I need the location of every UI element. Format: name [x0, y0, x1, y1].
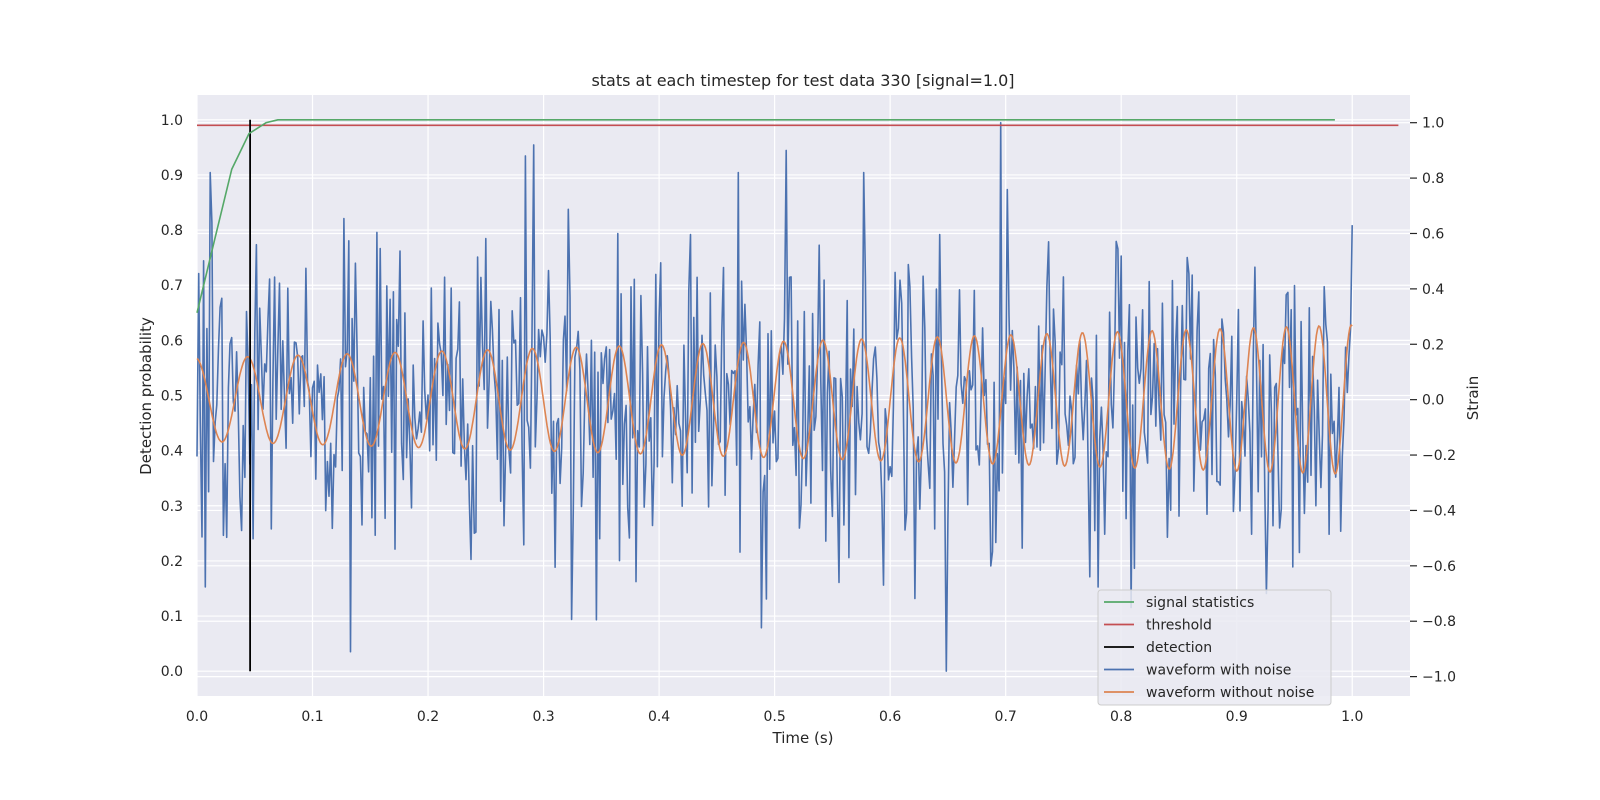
- x-tick-label: 0.0: [186, 709, 208, 725]
- y2-tick-label: −1.0: [1422, 670, 1456, 686]
- y-tick-label: 1.0: [161, 113, 183, 129]
- y2-tick-label: 0.2: [1422, 337, 1444, 353]
- x-tick-label: 0.8: [1110, 709, 1132, 725]
- waveform-with-noise-line: [196, 121, 1353, 672]
- y2-tick-label: 0.6: [1422, 226, 1444, 242]
- y-tick-label: 0.5: [161, 389, 183, 405]
- legend-label: signal statistics: [1146, 595, 1254, 611]
- x-tick-label: 0.6: [879, 709, 901, 725]
- y-axis-ticks: 0.0 0.1 0.2 0.3 0.4 0.5 0.6 0.7 0.8 0.9 1.0: [161, 113, 183, 680]
- y2-tick-label: −0.4: [1422, 503, 1456, 519]
- y2-tick-label: 1.0: [1422, 116, 1444, 132]
- y-tick-label: 0.4: [161, 444, 183, 460]
- y-axis-label: Detection probability: [137, 317, 155, 475]
- y-tick-label: 0.8: [161, 223, 183, 239]
- waveform-without-noise-line: [196, 324, 1353, 475]
- x-tick-label: 1.0: [1341, 709, 1363, 725]
- legend-label: detection: [1146, 640, 1212, 656]
- y2-axis-label: Strain: [1464, 376, 1482, 420]
- legend: signal statistics threshold detection wavef…: [1097, 589, 1332, 706]
- y-tick-label: 0.3: [161, 499, 183, 515]
- y2-tick-label: 0.8: [1422, 171, 1444, 187]
- y2-tick-label: 0.0: [1422, 393, 1444, 409]
- chart-title: stats at each timestep for test data 330…: [591, 71, 1014, 90]
- y-tick-label: 0.6: [161, 333, 183, 349]
- y2-tick-label: −0.8: [1422, 614, 1456, 630]
- y-tick-label: 0.2: [161, 554, 183, 570]
- x-tick-label: 0.1: [301, 709, 323, 725]
- y2-tick-label: −0.6: [1422, 559, 1456, 575]
- legend-label: threshold: [1146, 618, 1212, 634]
- series-layer: [196, 119, 1399, 672]
- x-tick-label: 0.5: [763, 709, 785, 725]
- legend-label: waveform without noise: [1146, 685, 1314, 701]
- signal-statistics-line: [196, 119, 1335, 313]
- y2-tick-label: −0.2: [1422, 448, 1456, 464]
- x-tick-label: 0.4: [648, 709, 670, 725]
- x-tick-label: 0.3: [532, 709, 554, 725]
- y2-tick-label: 0.4: [1422, 282, 1444, 298]
- y2-axis-ticks: −1.0 −0.8 −0.6 −0.4 −0.2 0.0 0.2 0.4 0.6 0.8 1.0: [1410, 116, 1456, 686]
- y-tick-label: 0.1: [161, 609, 183, 625]
- legend-label: waveform with noise: [1146, 663, 1291, 679]
- x-tick-label: 0.2: [417, 709, 439, 725]
- x-tick-label: 0.9: [1226, 709, 1248, 725]
- x-axis-label: Time (s): [772, 729, 834, 747]
- y-tick-label: 0.7: [161, 278, 183, 294]
- y-tick-label: 0.0: [161, 664, 183, 680]
- legend-box: [1097, 589, 1332, 706]
- x-tick-label: 0.7: [995, 709, 1017, 725]
- x-axis-ticks: 0.0 0.1 0.2 0.3 0.4 0.5 0.6 0.7 0.8 0.9 1.0: [186, 709, 1364, 725]
- y-tick-label: 0.9: [161, 168, 183, 184]
